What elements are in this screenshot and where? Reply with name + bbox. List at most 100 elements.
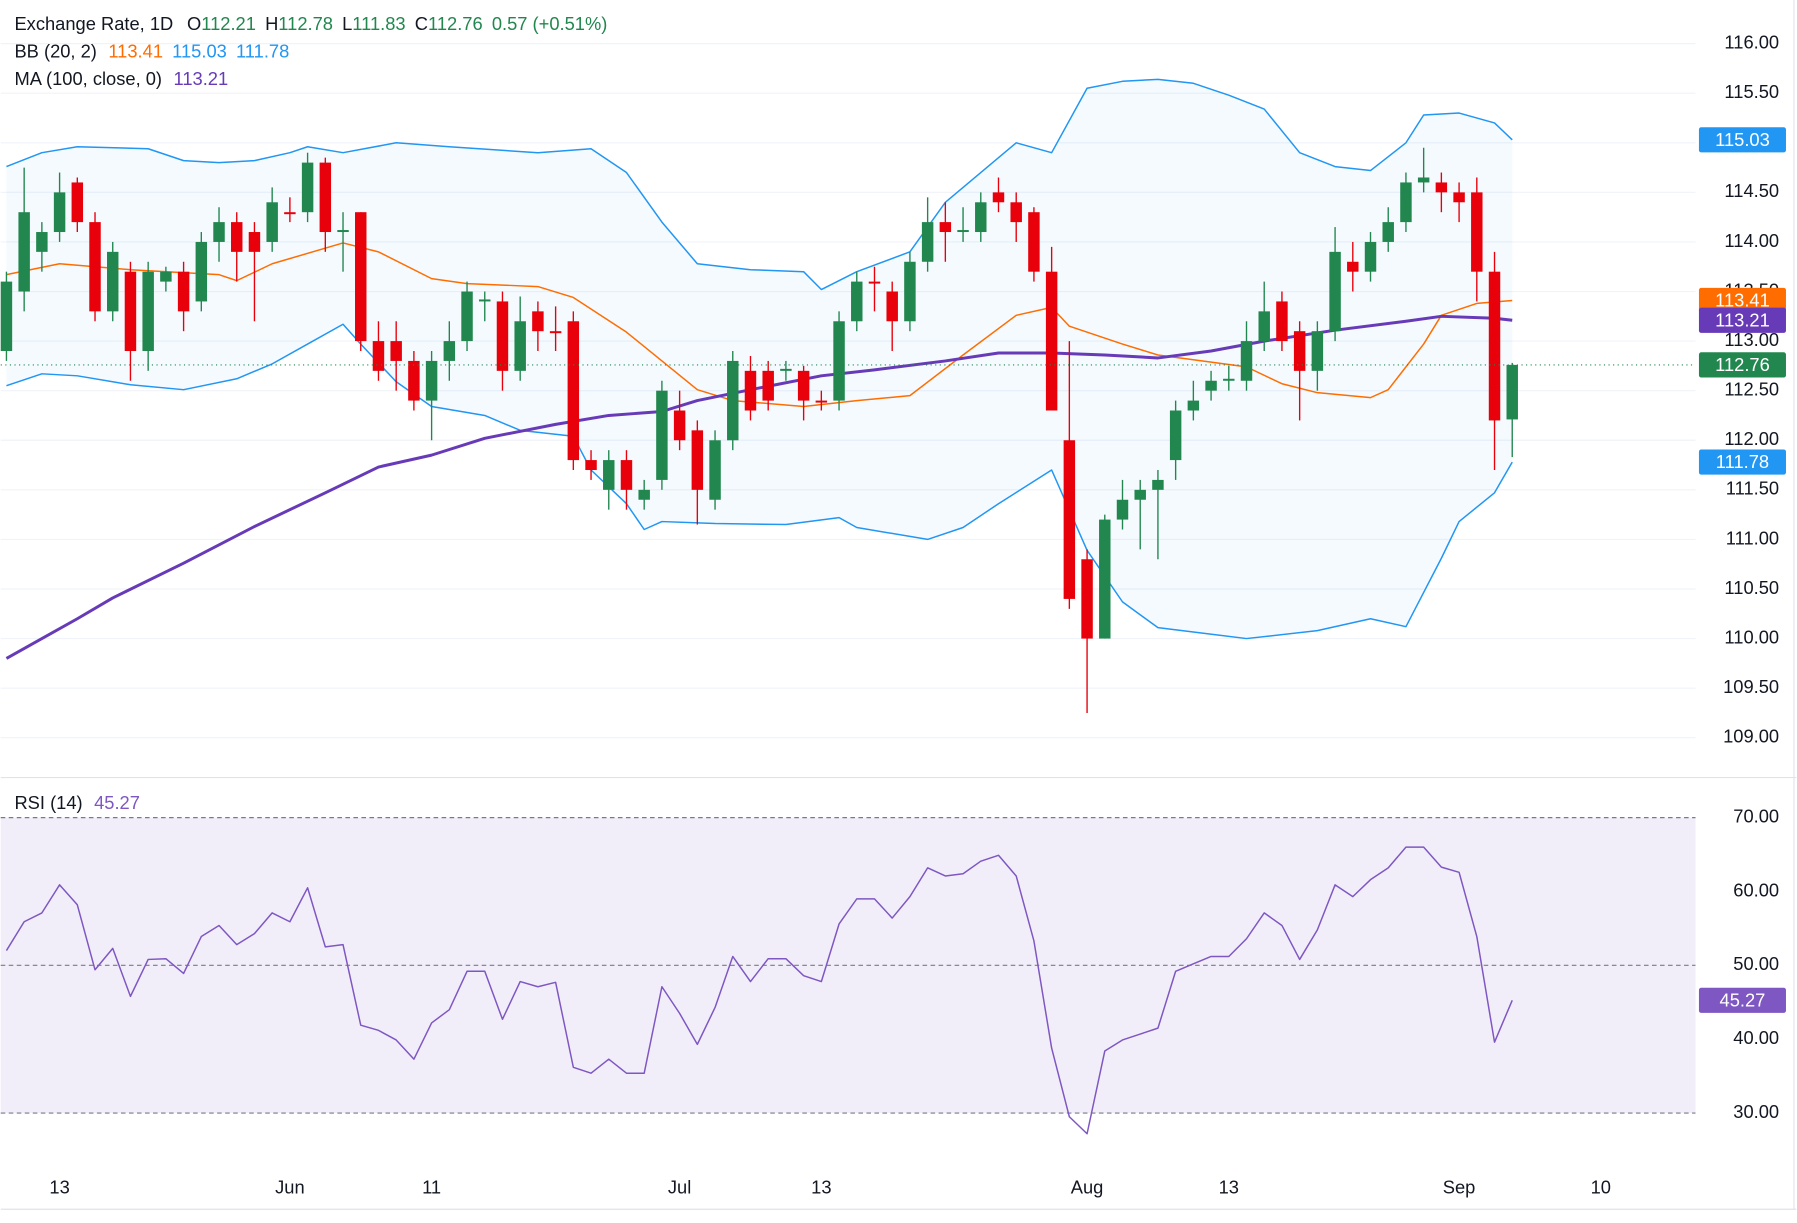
- price-tag: [1698, 287, 1786, 314]
- candle-body: [691, 430, 704, 490]
- candle-body: [1010, 202, 1022, 223]
- candle-body: [921, 222, 934, 262]
- y-tick-label: 110.00: [1724, 626, 1779, 647]
- legend-label: BB (20, 2): [14, 41, 96, 62]
- y-tick-label: 114.50: [1724, 180, 1779, 201]
- candle-body: [496, 301, 509, 371]
- candle-body: [1258, 311, 1270, 342]
- legend-title: Exchange Rate, 1D: [14, 13, 173, 34]
- candle-body: [425, 360, 438, 401]
- candle-body: [939, 222, 952, 233]
- y-tick-label: 114.00: [1724, 230, 1779, 251]
- candle-body: [549, 331, 562, 334]
- candle-body: [656, 390, 668, 480]
- candle-body: [585, 460, 597, 471]
- legend-value: 113.21: [174, 68, 229, 89]
- candle-body: [1471, 192, 1483, 272]
- candle-body: [443, 341, 456, 361]
- x-tick-label: 10: [1591, 1176, 1611, 1197]
- legend-value: 115.03: [172, 41, 227, 62]
- candle-body: [603, 460, 615, 490]
- legend-value: 45.27: [94, 792, 140, 813]
- candle-body: [904, 261, 916, 322]
- legend-value: 112.21: [201, 13, 256, 34]
- candle-body: [1099, 519, 1111, 639]
- candle-body: [797, 370, 810, 401]
- candle-body: [780, 368, 792, 371]
- candle-body: [762, 370, 774, 401]
- candle-body: [1045, 271, 1058, 411]
- legend-row: Exchange Rate, 1D O112.21 H112.78 L111.83 C1…: [14, 13, 607, 34]
- candle-body: [975, 202, 987, 233]
- candle-body: [1187, 400, 1200, 411]
- x-tick-label: Jul: [668, 1176, 691, 1197]
- price-tag: [1698, 449, 1786, 475]
- candle-body: [1364, 241, 1377, 272]
- bb-lower-line: [6, 323, 1513, 640]
- candle-body: [124, 271, 137, 352]
- price-tag-label: 115.03: [1715, 129, 1770, 150]
- legend-key: H: [265, 13, 278, 34]
- y-tick-label: 110.50: [1724, 577, 1779, 598]
- candle-body: [1488, 271, 1501, 421]
- y-tick-label: 112.00: [1724, 428, 1779, 449]
- candle-body: [1382, 222, 1394, 242]
- candle-body: [1293, 331, 1306, 371]
- legend-row: BB (20, 2) 113.41 115.03 111.78: [14, 41, 289, 62]
- price-tag: [1698, 307, 1786, 333]
- bb-upper-line: [6, 78, 1513, 291]
- candle-body: [0, 281, 13, 352]
- candle-body: [1435, 182, 1448, 193]
- candle-body: [1276, 301, 1288, 342]
- legend-row: RSI (14) 45.27: [14, 792, 139, 813]
- candle-body: [1417, 177, 1430, 183]
- y-tick-label: 115.50: [1724, 81, 1779, 102]
- legend-value: 111.78: [236, 41, 289, 62]
- x-tick-label: 13: [1219, 1176, 1239, 1197]
- candle-body: [1152, 479, 1164, 490]
- candle-body: [390, 341, 402, 361]
- legend-label: MA (100, close, 0): [14, 68, 162, 89]
- candle-body: [868, 281, 881, 284]
- candle-body: [1329, 251, 1341, 332]
- candle-body: [248, 232, 261, 252]
- candle-body: [1506, 364, 1518, 420]
- candle-body: [1223, 378, 1235, 381]
- candle-body: [1400, 182, 1412, 223]
- grid-layer: 109.00 109.50 110.00 110.50 111.00 111.50 112.…: [0, 31, 1779, 1197]
- candle-body: [567, 321, 580, 461]
- candle-body: [355, 212, 367, 342]
- candle-body: [53, 192, 66, 233]
- price-tag-label: 113.21: [1715, 309, 1770, 330]
- candle-body: [851, 281, 863, 322]
- candle-body: [1311, 331, 1324, 371]
- candle-body: [638, 489, 650, 500]
- x-tick-label: 11: [422, 1176, 441, 1197]
- y-tick-label: 112.50: [1724, 379, 1779, 400]
- legend-value: 111.83: [352, 13, 405, 34]
- candle-body: [1028, 212, 1040, 272]
- candle-body: [886, 291, 898, 322]
- candle-body: [160, 271, 172, 282]
- candle-body: [709, 440, 721, 500]
- y-tick-label: 113.00: [1724, 329, 1779, 350]
- x-tick-label: Sep: [1443, 1176, 1476, 1197]
- y-tick-label: 109.50: [1723, 676, 1779, 697]
- candle-body: [301, 162, 314, 213]
- candle-body: [1134, 489, 1146, 500]
- candle-body: [319, 162, 332, 233]
- candle-body: [284, 212, 296, 215]
- bb-basis-line: [6, 242, 1513, 408]
- x-tick-label: Jun: [275, 1176, 305, 1197]
- candle-body: [479, 299, 491, 302]
- legend-row: MA (100, close, 0) 113.21: [14, 68, 228, 89]
- candle-body: [1081, 559, 1093, 639]
- candle-body: [815, 400, 828, 403]
- price-tag: [1698, 987, 1786, 1013]
- candle-body: [1453, 192, 1465, 203]
- candle-body: [461, 291, 473, 342]
- candle-body: [620, 460, 633, 490]
- x-tick-label: 13: [811, 1176, 831, 1197]
